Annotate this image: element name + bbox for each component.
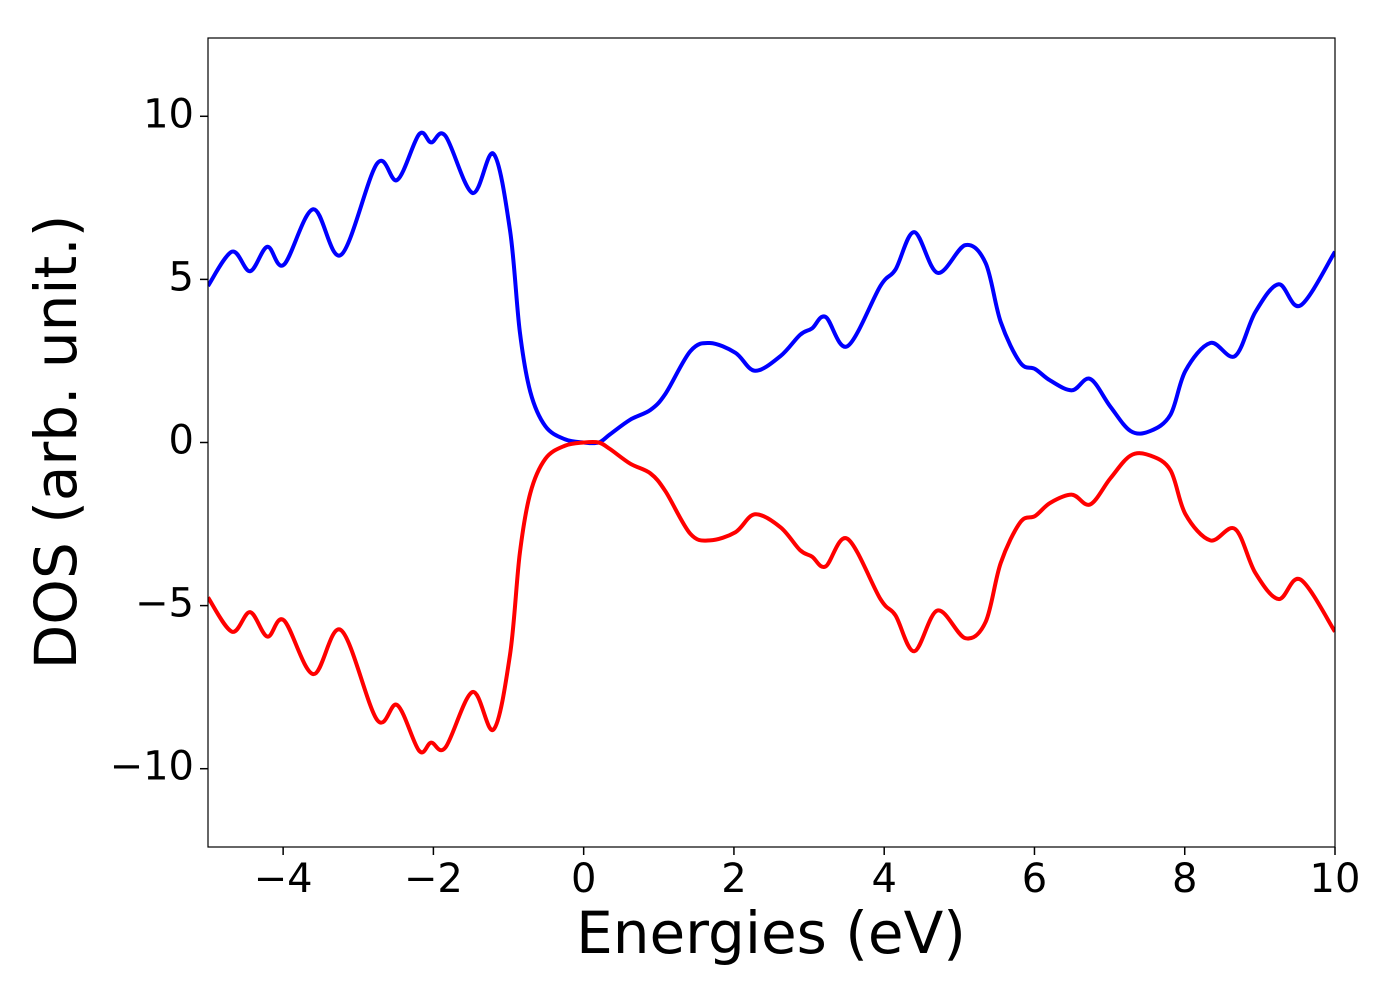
x-tick-label: 8 [1172, 856, 1197, 902]
x-axis-label: Energies (eV) [576, 899, 966, 967]
x-tick-label: 4 [871, 856, 896, 902]
plot-frame [207, 37, 1336, 848]
x-tick-label: 0 [571, 856, 596, 902]
x-tick-label: −4 [254, 856, 313, 902]
y-tick-label: 0 [169, 418, 194, 464]
x-tick-label: 6 [1022, 856, 1047, 902]
y-tick-label: 5 [169, 254, 194, 300]
y-tick-label: −5 [135, 581, 194, 627]
x-tick-label: 10 [1310, 856, 1361, 902]
x-tick-label: −2 [404, 856, 463, 902]
x-tick-label: 2 [721, 856, 746, 902]
line-series [208, 439, 1335, 755]
y-tick-label: 10 [143, 91, 194, 137]
y-tick-label: −10 [110, 744, 194, 790]
line-series [208, 130, 1335, 446]
y-axis-label: DOS (arb. unit.) [22, 215, 90, 670]
